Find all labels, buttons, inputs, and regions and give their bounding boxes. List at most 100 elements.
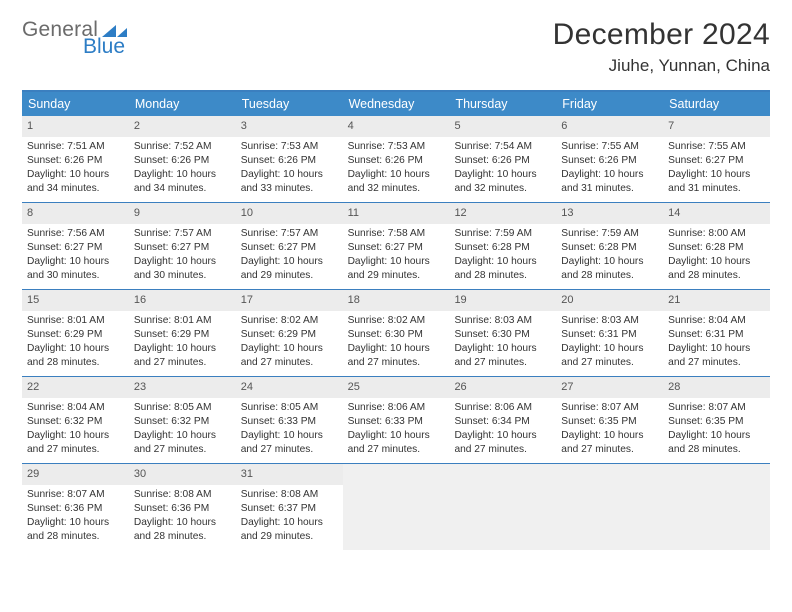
daylight-line: Daylight: 10 hours and 32 minutes. — [454, 168, 551, 196]
sunset-line: Sunset: 6:35 PM — [668, 415, 765, 429]
sunrise-line: Sunrise: 7:52 AM — [134, 140, 231, 154]
calendar-day: 23 Sunrise: 8:05 AMSunset: 6:32 PMDayligh… — [129, 377, 236, 463]
daylight-line: Daylight: 10 hours and 31 minutes. — [668, 168, 765, 196]
day-body: Sunrise: 7:51 AMSunset: 6:26 PMDaylight:… — [22, 137, 129, 202]
sunset-line: Sunset: 6:37 PM — [241, 502, 338, 516]
day-body: Sunrise: 7:59 AMSunset: 6:28 PMDaylight:… — [556, 224, 663, 289]
weekday-header: Wednesday — [343, 92, 450, 116]
weekday-header: Tuesday — [236, 92, 343, 116]
weekday-header: Thursday — [449, 92, 556, 116]
day-number: 13 — [556, 203, 663, 224]
day-body: Sunrise: 8:02 AMSunset: 6:29 PMDaylight:… — [236, 311, 343, 376]
day-number: 14 — [663, 203, 770, 224]
sunrise-line: Sunrise: 8:05 AM — [134, 401, 231, 415]
calendar-week: 1Sunrise: 7:51 AMSunset: 6:26 PMDaylight… — [22, 116, 770, 202]
calendar-week: 8Sunrise: 7:56 AMSunset: 6:27 PMDaylight… — [22, 202, 770, 289]
day-number: 12 — [449, 203, 556, 224]
day-number: 30 — [129, 464, 236, 485]
day-number: 6 — [556, 116, 663, 137]
day-number: 29 — [22, 464, 129, 485]
daylight-line: Daylight: 10 hours and 30 minutes. — [134, 255, 231, 283]
day-number: 7 — [663, 116, 770, 137]
day-body: Sunrise: 8:04 AMSunset: 6:32 PMDaylight:… — [22, 398, 129, 463]
calendar-day: 5Sunrise: 7:54 AMSunset: 6:26 PMDaylight… — [449, 116, 556, 202]
sunset-line: Sunset: 6:31 PM — [668, 328, 765, 342]
calendar-week: 15Sunrise: 8:01 AMSunset: 6:29 PMDayligh… — [22, 289, 770, 376]
sunrise-line: Sunrise: 7:54 AM — [454, 140, 551, 154]
month-title: December 2024 — [553, 18, 770, 52]
title-block: December 2024 Jiuhe, Yunnan, China — [553, 18, 770, 76]
sunset-line: Sunset: 6:33 PM — [348, 415, 445, 429]
daylight-line: Daylight: 10 hours and 27 minutes. — [454, 342, 551, 370]
calendar-day: 31Sunrise: 8:08 AMSunset: 6:37 PMDayligh… — [236, 464, 343, 550]
day-number: 22 — [22, 377, 129, 398]
day-body: Sunrise: 8:05 AMSunset: 6:33 PMDaylight:… — [236, 398, 343, 463]
day-body: Sunrise: 7:56 AMSunset: 6:27 PMDaylight:… — [22, 224, 129, 289]
sunrise-line: Sunrise: 8:03 AM — [561, 314, 658, 328]
day-body: Sunrise: 7:52 AMSunset: 6:26 PMDaylight:… — [129, 137, 236, 202]
calendar-day: 29Sunrise: 8:07 AMSunset: 6:36 PMDayligh… — [22, 464, 129, 550]
calendar-week: 22Sunrise: 8:04 AMSunset: 6:32 PMDayligh… — [22, 376, 770, 463]
sunset-line: Sunset: 6:27 PM — [241, 241, 338, 255]
sunrise-line: Sunrise: 7:59 AM — [454, 227, 551, 241]
day-number: 19 — [449, 290, 556, 311]
sunrise-line: Sunrise: 8:04 AM — [668, 314, 765, 328]
day-number: 23 — [129, 377, 236, 398]
calendar-day: 8Sunrise: 7:56 AMSunset: 6:27 PMDaylight… — [22, 203, 129, 289]
calendar-day: 24Sunrise: 8:05 AMSunset: 6:33 PMDayligh… — [236, 377, 343, 463]
sunrise-line: Sunrise: 8:06 AM — [348, 401, 445, 415]
day-body: Sunrise: 8:04 AMSunset: 6:31 PMDaylight:… — [663, 311, 770, 376]
calendar-day: 4Sunrise: 7:53 AMSunset: 6:26 PMDaylight… — [343, 116, 450, 202]
calendar-day: 18Sunrise: 8:02 AMSunset: 6:30 PMDayligh… — [343, 290, 450, 376]
sunset-line: Sunset: 6:27 PM — [27, 241, 124, 255]
sunrise-line: Sunrise: 7:55 AM — [668, 140, 765, 154]
day-number: 2 — [129, 116, 236, 137]
sunrise-line: Sunrise: 7:53 AM — [241, 140, 338, 154]
sunrise-line: Sunrise: 8:07 AM — [561, 401, 658, 415]
day-body: Sunrise: 7:53 AMSunset: 6:26 PMDaylight:… — [343, 137, 450, 202]
day-number: 8 — [22, 203, 129, 224]
brand-text-blue: Blue — [83, 35, 125, 59]
brand-logo: General Blue — [22, 18, 128, 59]
day-body: Sunrise: 7:57 AMSunset: 6:27 PMDaylight:… — [236, 224, 343, 289]
sunrise-line: Sunrise: 8:01 AM — [134, 314, 231, 328]
daylight-line: Daylight: 10 hours and 28 minutes. — [454, 255, 551, 283]
sunrise-line: Sunrise: 7:55 AM — [561, 140, 658, 154]
day-body: Sunrise: 8:07 AMSunset: 6:36 PMDaylight:… — [22, 485, 129, 550]
day-number: 27 — [556, 377, 663, 398]
day-body: Sunrise: 8:02 AMSunset: 6:30 PMDaylight:… — [343, 311, 450, 376]
sunset-line: Sunset: 6:32 PM — [134, 415, 231, 429]
sunset-line: Sunset: 6:36 PM — [27, 502, 124, 516]
day-number: 20 — [556, 290, 663, 311]
sunrise-line: Sunrise: 8:07 AM — [27, 488, 124, 502]
calendar-day: 22Sunrise: 8:04 AMSunset: 6:32 PMDayligh… — [22, 377, 129, 463]
daylight-line: Daylight: 10 hours and 33 minutes. — [241, 168, 338, 196]
day-body: Sunrise: 7:58 AMSunset: 6:27 PMDaylight:… — [343, 224, 450, 289]
weekday-header: Monday — [129, 92, 236, 116]
daylight-line: Daylight: 10 hours and 27 minutes. — [134, 429, 231, 457]
calendar-day: 16Sunrise: 8:01 AMSunset: 6:29 PMDayligh… — [129, 290, 236, 376]
day-body: Sunrise: 8:07 AMSunset: 6:35 PMDaylight:… — [663, 398, 770, 463]
day-number: 26 — [449, 377, 556, 398]
sunset-line: Sunset: 6:36 PM — [134, 502, 231, 516]
daylight-line: Daylight: 10 hours and 28 minutes. — [134, 516, 231, 544]
day-body: Sunrise: 8:06 AMSunset: 6:34 PMDaylight:… — [449, 398, 556, 463]
sunrise-line: Sunrise: 7:58 AM — [348, 227, 445, 241]
day-number: 11 — [343, 203, 450, 224]
sunset-line: Sunset: 6:27 PM — [348, 241, 445, 255]
calendar-day: 17Sunrise: 8:02 AMSunset: 6:29 PMDayligh… — [236, 290, 343, 376]
sunset-line: Sunset: 6:29 PM — [134, 328, 231, 342]
calendar-day: 2Sunrise: 7:52 AMSunset: 6:26 PMDaylight… — [129, 116, 236, 202]
day-number: 5 — [449, 116, 556, 137]
day-number: 4 — [343, 116, 450, 137]
day-number: 31 — [236, 464, 343, 485]
day-body: Sunrise: 8:03 AMSunset: 6:30 PMDaylight:… — [449, 311, 556, 376]
weekday-header: Saturday — [663, 92, 770, 116]
weeks-container: 1Sunrise: 7:51 AMSunset: 6:26 PMDaylight… — [22, 116, 770, 550]
day-body: Sunrise: 8:08 AMSunset: 6:36 PMDaylight:… — [129, 485, 236, 550]
calendar-day-blank — [663, 464, 770, 550]
daylight-line: Daylight: 10 hours and 27 minutes. — [27, 429, 124, 457]
sunrise-line: Sunrise: 7:57 AM — [134, 227, 231, 241]
day-number: 10 — [236, 203, 343, 224]
sunrise-line: Sunrise: 7:53 AM — [348, 140, 445, 154]
